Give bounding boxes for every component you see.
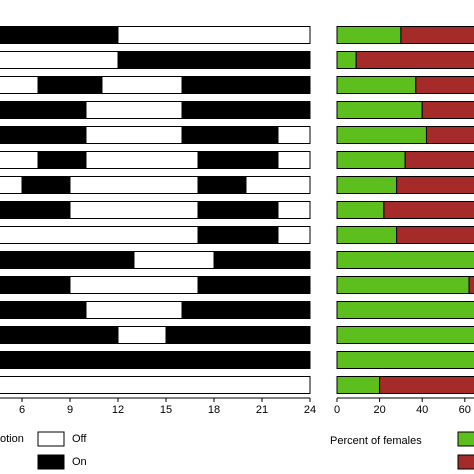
x-tick-label: 6 (19, 404, 25, 416)
light-interval (0, 351, 311, 369)
light-interval (181, 76, 311, 94)
percent-bar (336, 276, 470, 294)
light-interval (197, 276, 311, 294)
percent-bar (396, 176, 474, 194)
light-interval (197, 201, 279, 219)
light-interval (69, 276, 199, 294)
light-interval (0, 326, 119, 344)
percent-bar (336, 101, 423, 119)
x-tick-label: 24 (304, 404, 316, 416)
light-interval (277, 201, 311, 219)
light-interval (117, 326, 167, 344)
percent-bar (425, 126, 474, 144)
light-interval (277, 151, 311, 169)
percent-bar (400, 26, 474, 44)
light-interval (117, 51, 311, 69)
light-interval (69, 201, 199, 219)
light-interval (37, 76, 103, 94)
x-tick-label: 0 (334, 404, 340, 416)
light-interval (85, 301, 183, 319)
light-interval (0, 151, 39, 169)
percent-bar (336, 176, 398, 194)
x-tick-label: 40 (416, 404, 428, 416)
percent-bar (468, 276, 474, 294)
light-interval (0, 376, 311, 394)
legend-label: On (72, 456, 87, 468)
x-tick-label: 60 (459, 404, 471, 416)
light-interval (277, 126, 311, 144)
percent-bar (336, 26, 402, 44)
light-interval (0, 176, 23, 194)
percent-bar (336, 251, 474, 269)
light-interval (133, 251, 215, 269)
percent-bar (336, 51, 357, 69)
percent-bar (355, 51, 474, 69)
legend-swatch (37, 454, 65, 470)
light-interval (197, 226, 279, 244)
light-interval (37, 151, 87, 169)
percent-bar (396, 226, 474, 244)
percent-bar (336, 226, 398, 244)
legend-swatch (37, 431, 65, 447)
percent-bar (415, 76, 474, 94)
percent-bar (404, 151, 474, 169)
x-tick-label: 21 (256, 404, 268, 416)
percent-bar (336, 301, 474, 319)
light-interval (117, 26, 311, 44)
light-interval (21, 176, 71, 194)
x-axis-label: Percent of females (330, 435, 422, 447)
legend-swatch (457, 431, 474, 447)
percent-bar (336, 201, 385, 219)
light-interval (0, 276, 71, 294)
percent-bar (336, 376, 381, 394)
percent-bar (383, 201, 474, 219)
light-interval (0, 226, 199, 244)
x-tick-label: 12 (112, 404, 124, 416)
light-interval (0, 51, 119, 69)
light-interval (85, 101, 183, 119)
percent-bar (336, 151, 406, 169)
legend-label: Off (72, 433, 87, 445)
light-interval (101, 76, 183, 94)
legend-title: otion (0, 433, 24, 445)
x-tick-label: 18 (208, 404, 220, 416)
percent-bar (336, 126, 427, 144)
light-interval (0, 301, 87, 319)
percent-bar (379, 376, 474, 394)
light-interval (197, 151, 279, 169)
light-interval (181, 301, 311, 319)
percent-bar (336, 326, 474, 344)
light-interval (245, 176, 311, 194)
light-interval (85, 151, 199, 169)
x-tick-label: 9 (67, 404, 73, 416)
legend-swatch (457, 454, 474, 470)
percent-bar (336, 351, 474, 369)
light-interval (0, 76, 39, 94)
light-interval (85, 126, 183, 144)
light-interval (0, 126, 87, 144)
light-interval (213, 251, 311, 269)
light-interval (181, 126, 279, 144)
light-interval (0, 26, 119, 44)
light-interval (69, 176, 199, 194)
x-tick-label: 15 (160, 404, 172, 416)
percent-bar (421, 101, 474, 119)
x-tick-label: 20 (373, 404, 385, 416)
light-interval (0, 201, 71, 219)
light-interval (181, 101, 311, 119)
light-interval (0, 251, 135, 269)
light-interval (277, 226, 311, 244)
light-interval (197, 176, 247, 194)
light-interval (165, 326, 311, 344)
percent-bar (336, 76, 417, 94)
light-interval (0, 101, 87, 119)
